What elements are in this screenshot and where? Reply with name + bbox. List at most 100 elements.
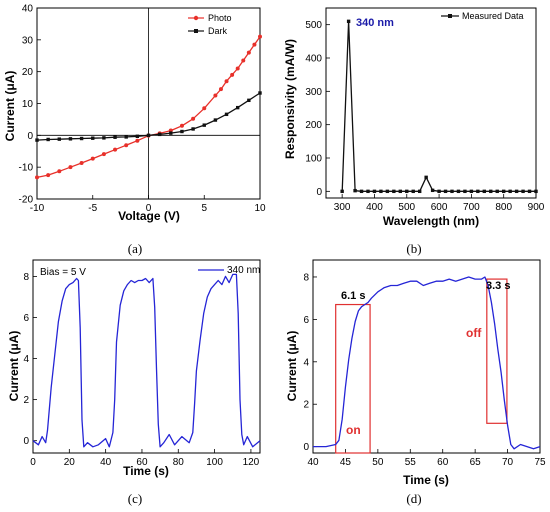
panel-d-xlabel: Time (s) xyxy=(403,473,449,487)
legend-measured-marker xyxy=(448,14,452,18)
point-dark xyxy=(146,133,151,138)
point-dark xyxy=(157,132,162,137)
point-dark xyxy=(68,137,73,141)
panel-d-xtick-label: 45 xyxy=(340,457,352,468)
point-photo xyxy=(252,42,257,47)
point-photo xyxy=(213,93,218,98)
panel-a-ytick-label: -20 xyxy=(19,195,34,206)
panel-c-plot-area: 0 20 40 60 80 100 120 0 2 4 6 8 xyxy=(23,259,261,468)
point-photo xyxy=(101,152,106,157)
panel-b-xlabel: Wavelength (nm) xyxy=(383,214,479,228)
panel-b-xtick-label: 600 xyxy=(431,202,448,213)
point-dark xyxy=(224,112,229,117)
panel-a-xtick-label: 5 xyxy=(201,203,207,214)
panel-c-xtick-label: 60 xyxy=(136,457,148,468)
panel-c-legend: 340 nm xyxy=(198,265,260,276)
point-photo xyxy=(124,143,129,148)
point-measured-data xyxy=(398,189,403,194)
panel-a-xtick-label: -10 xyxy=(30,203,45,214)
on-box-label: on xyxy=(346,423,361,437)
panel-b-xtick-label: 700 xyxy=(463,202,480,213)
peak-annotation: 340 nm xyxy=(356,17,394,29)
point-dark xyxy=(46,137,50,142)
panel-a-ytick-label: -10 xyxy=(19,163,34,174)
point-dark xyxy=(247,98,251,103)
bias-annotation: Bias = 5 V xyxy=(40,267,86,278)
series-line-340-nm xyxy=(32,273,261,448)
point-measured-data xyxy=(417,189,422,194)
point-dark xyxy=(102,136,106,140)
point-measured-data xyxy=(366,189,370,194)
point-photo xyxy=(57,169,62,174)
panel-d-xtick-label: 50 xyxy=(372,457,384,468)
panel-d-xtick-label: 40 xyxy=(307,457,319,468)
panel-d-ytick-label: 4 xyxy=(303,357,309,368)
point-measured-data xyxy=(456,189,461,194)
panel-b-ytick-label: 100 xyxy=(305,154,322,165)
point-measured-data xyxy=(443,189,448,194)
panel-d-ytick-label: 0 xyxy=(303,442,309,453)
point-measured-data xyxy=(430,188,435,193)
point-dark xyxy=(258,91,262,95)
panel-c-ytick-label: 6 xyxy=(23,313,29,324)
panel-a-ytick-label: 10 xyxy=(22,99,34,110)
panel-c-xtick-label: 40 xyxy=(100,457,112,468)
point-measured-data xyxy=(489,189,493,194)
point-photo xyxy=(90,156,95,161)
panel-c-xtick-label: 0 xyxy=(30,457,36,468)
panel-d-ylabel: Current (μA) xyxy=(285,331,299,402)
point-measured-data xyxy=(521,189,525,194)
panel-a-ylabel: Current (μA) xyxy=(3,71,17,142)
panel-b-plot-area: 300 400 500 600 700 800 900 0 100 200 300 400 500 xyxy=(305,7,545,213)
point-measured-data xyxy=(411,189,415,194)
panel-b-xtick-label: 500 xyxy=(398,202,415,213)
panel-b-ytick-label: 500 xyxy=(305,20,322,31)
point-dark xyxy=(202,123,206,127)
panel-c-frame xyxy=(32,259,261,454)
legend-photo-label: Photo xyxy=(208,13,232,23)
point-measured-data xyxy=(392,189,396,194)
panel-b-ylabel: Responsivity (mA/W) xyxy=(283,39,297,159)
panel-d-ytick-label: 6 xyxy=(303,315,309,326)
panel-c-xtick-label: 120 xyxy=(243,457,260,468)
point-measured-data xyxy=(501,189,506,194)
point-measured-data xyxy=(340,189,344,194)
point-dark xyxy=(124,135,128,139)
fall-time-label: 3.3 s xyxy=(486,280,510,292)
panel-b-caption: (b) xyxy=(406,241,421,256)
panel-b-ytick-label: 400 xyxy=(305,54,322,65)
legend-measured-label: Measured Data xyxy=(462,11,524,21)
panel-a-legend: Photo Dark xyxy=(188,13,232,36)
panel-a-ytick-label: 0 xyxy=(27,131,33,142)
panel-b-ytick-label: 300 xyxy=(305,87,322,98)
point-measured-data xyxy=(527,189,532,194)
panel-c-ytick-label: 0 xyxy=(23,436,29,447)
panel-c-caption: (c) xyxy=(128,491,142,506)
point-measured-data xyxy=(437,189,441,194)
panel-b-xtick-label: 800 xyxy=(495,202,512,213)
point-measured-data xyxy=(476,189,480,194)
highlight-box-on xyxy=(335,303,371,454)
point-photo xyxy=(218,87,223,92)
panel-c: 0 20 40 60 80 100 120 0 2 4 6 8 Current (μA) Time (… xyxy=(7,259,261,506)
point-dark xyxy=(57,137,61,141)
panel-b-xtick-label: 400 xyxy=(366,202,383,213)
point-photo xyxy=(224,79,229,84)
panel-a-xtick-label: 0 xyxy=(146,203,152,214)
point-dark xyxy=(180,129,184,134)
point-photo xyxy=(230,72,235,77)
panel-b-frame xyxy=(325,7,537,199)
point-measured-data xyxy=(450,189,454,194)
panel-d-xtick-label: 60 xyxy=(437,457,449,468)
panel-b-ytick-label: 200 xyxy=(305,120,322,131)
point-dark xyxy=(91,136,95,140)
panel-c-ylabel: Current (μA) xyxy=(7,331,21,402)
point-measured-data xyxy=(482,189,487,194)
panel-c-xtick-label: 100 xyxy=(206,457,223,468)
panel-c-xtick-label: 20 xyxy=(64,457,76,468)
point-measured-data xyxy=(346,19,351,24)
point-photo xyxy=(135,138,140,143)
point-measured-data xyxy=(372,189,377,194)
point-dark xyxy=(113,135,117,139)
